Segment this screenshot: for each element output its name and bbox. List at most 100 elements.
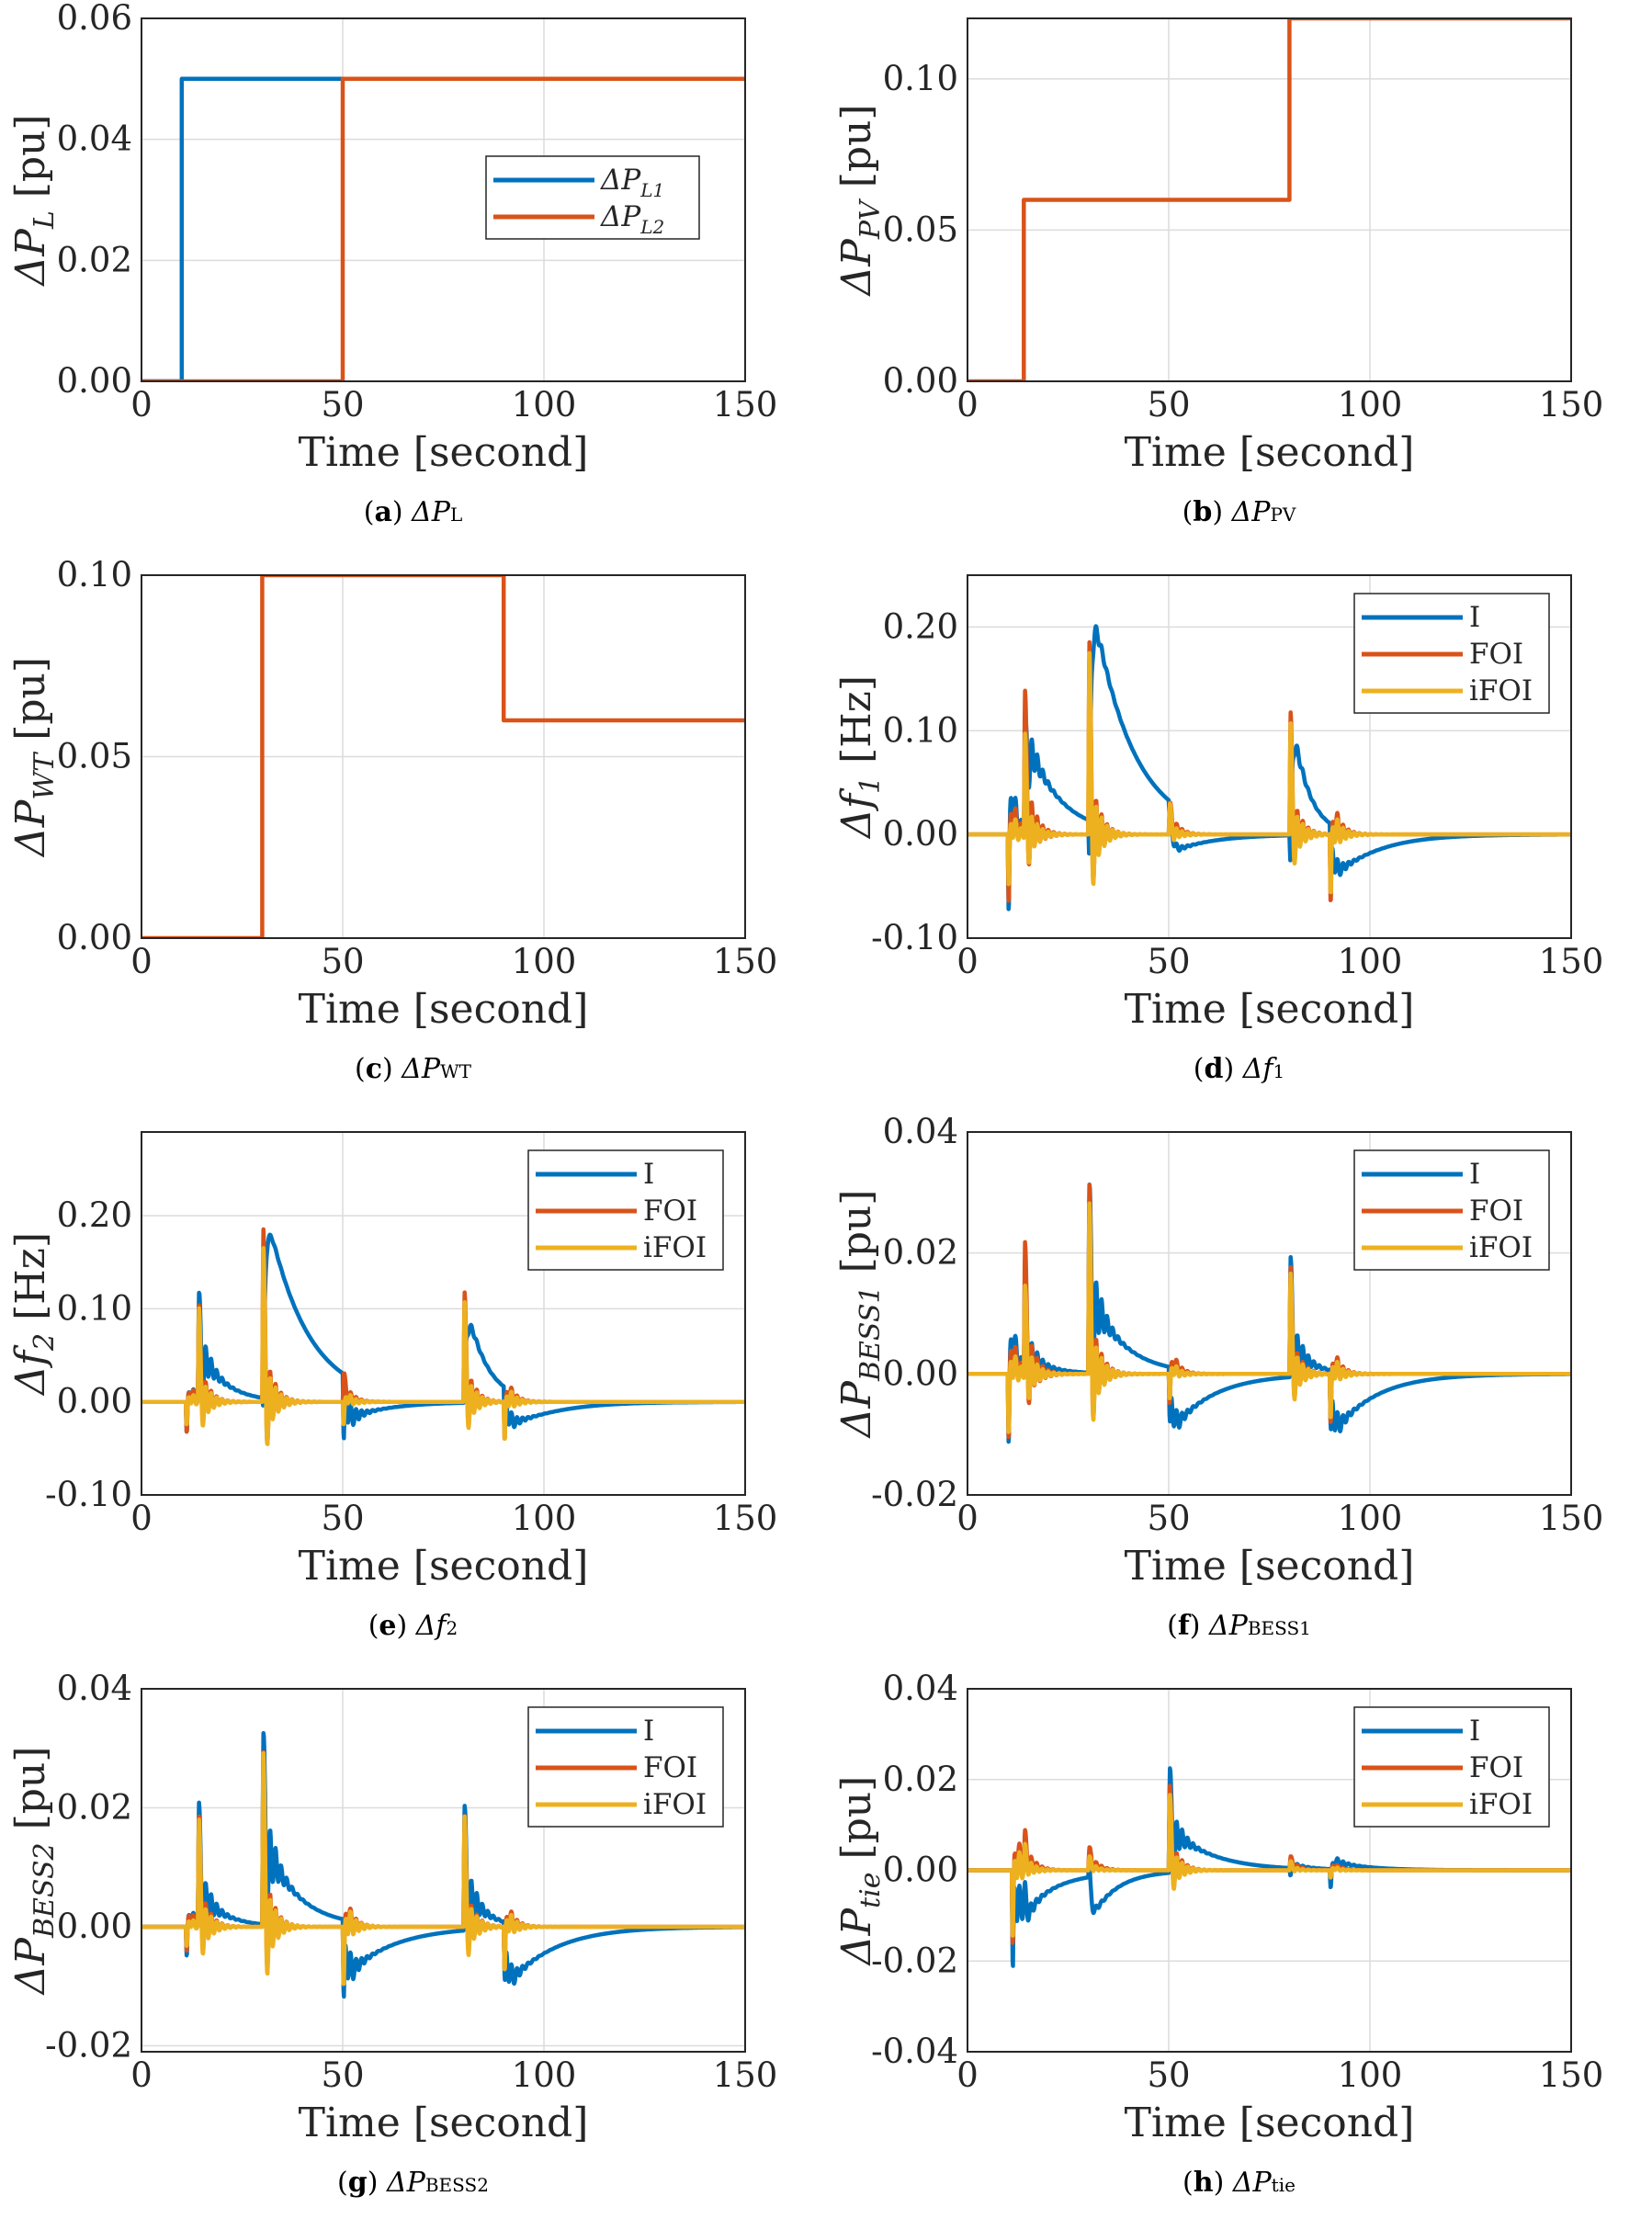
x-tick-label: 50 xyxy=(1147,1499,1190,1538)
x-tick-label: 150 xyxy=(1539,942,1604,981)
y-axis-label: ΔPtie [pu] xyxy=(833,1776,887,1967)
chart-panel-c: 0 50 100 150 0.00 0.05 0.10 Time [second] ΔPWT [… xyxy=(0,555,826,1114)
legend-entry: I xyxy=(1469,1715,1480,1748)
y-tick-label: 0.00 xyxy=(883,1353,958,1393)
y-axis-label: Δf2 [Hz] xyxy=(7,1232,61,1397)
y-tick-label: 0.00 xyxy=(57,918,132,957)
chart-e: 0 50 100 150 -0.10 0.00 0.10 0.20 Time [second] Δ… xyxy=(7,1131,778,1590)
x-tick-label: 0 xyxy=(956,2055,979,2095)
y-tick-label: -0.10 xyxy=(45,1475,132,1514)
y-tick-label: 0.10 xyxy=(883,59,958,98)
y-tick-label: 0.10 xyxy=(883,710,958,750)
y-tick-label: 0.02 xyxy=(57,1788,132,1828)
legend-entry: I xyxy=(1469,601,1480,634)
y-axis-label: ΔPL [pu] xyxy=(7,114,61,287)
chart-b: 0 50 100 150 0.00 0.05 0.10 Time [second] ΔPPV [… xyxy=(833,17,1604,476)
legend-entry: ΔPL2 xyxy=(600,200,664,238)
x-tick-label: 50 xyxy=(321,942,364,981)
axes-frame xyxy=(967,1688,1572,2053)
y-tick-label: 0.05 xyxy=(57,737,132,776)
chart-panel-d: 0 50 100 150 -0.10 0.00 0.10 0.20 Time [second] Δ… xyxy=(826,557,1652,1114)
panel-caption: (c) ΔPWT xyxy=(354,1053,471,1085)
x-tick-label: 150 xyxy=(1539,385,1604,424)
x-tick-label: 50 xyxy=(321,1499,364,1538)
x-tick-label: 0 xyxy=(130,385,153,424)
y-tick-label: 0.10 xyxy=(57,1288,132,1328)
chart-h: 0 50 100 150 -0.04 -0.02 0.00 0.02 0.04 Time [sec… xyxy=(833,1669,1604,2146)
x-tick-label: 100 xyxy=(512,1499,577,1538)
series-line-ifoi xyxy=(967,1793,1571,1938)
series-line-δp_pv xyxy=(967,18,1571,381)
chart-panel-b: 0 50 100 150 0.00 0.05 0.10 Time [second] ΔPPV [… xyxy=(826,0,1652,557)
y-axis-label: ΔPPV [pu] xyxy=(833,104,887,297)
legend-entry: FOI xyxy=(1469,1751,1523,1784)
y-tick-label: 0.02 xyxy=(883,1233,958,1273)
x-tick-label: 0 xyxy=(956,1499,979,1538)
panel-caption: (e) Δf2 xyxy=(368,1610,458,1642)
x-tick-label: 50 xyxy=(321,385,364,424)
chart-panel-g: 0 50 100 150 -0.02 0.00 0.02 0.04 Time [second] Δ… xyxy=(0,1669,826,2227)
panel-caption: (h) ΔPtie xyxy=(1182,2167,1296,2199)
x-tick-label: 50 xyxy=(1147,942,1190,981)
series-line-ifoi xyxy=(141,1246,745,1446)
chart-g: 0 50 100 150 -0.02 0.00 0.02 0.04 Time [second] Δ… xyxy=(7,1669,778,2146)
y-tick-label: 0.06 xyxy=(57,0,132,38)
legend-entry: FOI xyxy=(643,1194,697,1228)
x-tick-label: 150 xyxy=(713,1499,778,1538)
y-axis-label: ΔPWT [pu] xyxy=(7,657,61,858)
legend-entry: I xyxy=(1469,1158,1480,1191)
x-axis-label: Time [second] xyxy=(1125,429,1415,476)
y-tick-label: 0.04 xyxy=(57,1669,132,1708)
axes-frame xyxy=(141,17,746,382)
y-axis-label: Δf1 [Hz] xyxy=(833,675,887,840)
axes-frame xyxy=(967,17,1572,382)
x-tick-label: 0 xyxy=(956,942,979,981)
panel-caption: (a) ΔPL xyxy=(363,496,463,528)
axes-frame xyxy=(141,1131,746,1496)
chart-panel-e: 0 50 100 150 -0.10 0.00 0.10 0.20 Time [second] Δ… xyxy=(0,1114,826,1670)
y-tick-label: 0.10 xyxy=(57,555,132,594)
series-line-ifoi xyxy=(967,1201,1571,1434)
y-tick-label: -0.02 xyxy=(45,2026,132,2066)
x-tick-label: 100 xyxy=(512,942,577,981)
x-axis-label: Time [second] xyxy=(299,1543,589,1590)
y-tick-label: 0.04 xyxy=(883,1669,958,1708)
x-axis-label: Time [second] xyxy=(299,429,589,476)
x-tick-label: 50 xyxy=(1147,2055,1190,2095)
y-axis-label: ΔPBESS2 [pu] xyxy=(7,1747,61,1997)
x-tick-label: 150 xyxy=(713,2055,778,2095)
legend-entry: iFOI xyxy=(1469,1788,1533,1821)
series-line-i xyxy=(967,1182,1571,1444)
y-tick-label: 0.02 xyxy=(883,1760,958,1799)
x-tick-label: 150 xyxy=(1539,1499,1604,1538)
legend-entry: ΔPL1 xyxy=(600,164,664,201)
y-tick-label: 0.00 xyxy=(57,1382,132,1421)
x-tick-label: 150 xyxy=(1539,2055,1604,2095)
chart-c: 0 50 100 150 0.00 0.05 0.10 Time [second] ΔPWT [… xyxy=(7,555,778,1033)
axes-frame xyxy=(141,574,746,939)
legend-entry: FOI xyxy=(1469,638,1523,671)
legend-entry: I xyxy=(643,1158,654,1191)
x-tick-label: 100 xyxy=(512,385,577,424)
chart-panel-h: 0 50 100 150 -0.04 -0.02 0.00 0.02 0.04 Time [sec… xyxy=(826,1669,1652,2227)
panel-caption: (b) ΔPPV xyxy=(1182,496,1296,528)
x-tick-label: 150 xyxy=(713,942,778,981)
y-tick-label: -0.02 xyxy=(871,1475,958,1514)
legend-entry: iFOI xyxy=(1469,674,1533,707)
x-tick-label: 0 xyxy=(956,385,979,424)
y-tick-label: 0.00 xyxy=(883,814,958,854)
x-tick-label: 0 xyxy=(130,1499,153,1538)
y-tick-label: 0.05 xyxy=(883,209,958,249)
series-line-ifoi xyxy=(967,651,1571,895)
y-tick-label: -0.04 xyxy=(871,2032,958,2071)
y-tick-label: 0.04 xyxy=(883,1112,958,1151)
axes-frame xyxy=(141,1688,746,2053)
chart-f: 0 50 100 150 -0.02 0.00 0.02 0.04 Time [second] Δ… xyxy=(833,1112,1604,1590)
y-tick-label: 0.02 xyxy=(57,240,132,279)
